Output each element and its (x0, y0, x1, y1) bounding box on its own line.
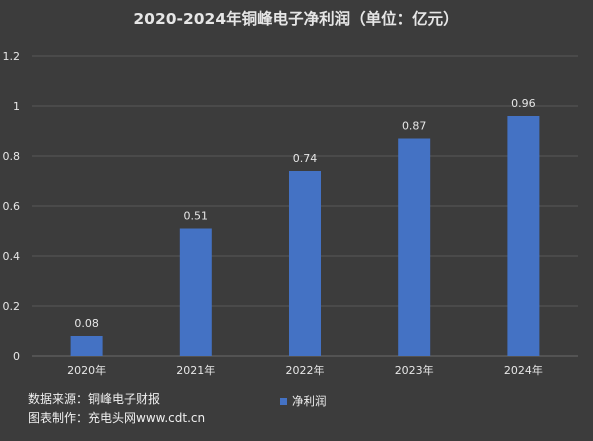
bar (289, 171, 321, 356)
y-axis-tick-labels: 0 0.2 0.4 0.6 0.8 1 1.2 (3, 50, 21, 363)
bar (70, 336, 103, 356)
data-labels: 0.08 0.51 0.74 0.87 0.96 (74, 97, 535, 330)
chart-title: 2020-2024年铜峰电子净利润（单位：亿元） (133, 9, 458, 28)
bar (398, 138, 431, 356)
legend-label: 净利润 (292, 394, 327, 408)
x-axis-tick-labels: 2020年 2021年 2022年 2023年 2024年 (67, 363, 543, 377)
x-tick-label: 2022年 (286, 363, 325, 377)
y-tick-label: 0.8 (3, 150, 21, 163)
bars (70, 116, 540, 356)
data-source-note: 数据来源：铜峰电子财报 (28, 392, 161, 406)
y-tick-label: 0 (13, 350, 20, 363)
legend: 净利润 (280, 394, 327, 408)
y-tick-label: 1.2 (3, 50, 21, 63)
bar (179, 228, 212, 356)
data-label: 0.74 (293, 152, 318, 165)
legend-swatch (280, 398, 287, 405)
x-tick-label: 2021年 (176, 363, 215, 377)
chart-credit-note: 图表制作：充电头网www.cdt.cn (28, 411, 206, 425)
data-label: 0.08 (74, 317, 99, 330)
data-label: 0.51 (184, 210, 209, 223)
bar (507, 116, 540, 356)
y-tick-label: 0.4 (3, 250, 21, 263)
x-tick-label: 2023年 (395, 363, 434, 377)
y-tick-label: 1 (13, 100, 20, 113)
x-tick-label: 2020年 (67, 363, 106, 377)
x-tick-label: 2024年 (504, 363, 543, 377)
data-label: 0.96 (511, 97, 536, 110)
y-tick-label: 0.2 (3, 300, 21, 313)
data-label: 0.87 (402, 120, 427, 133)
y-tick-label: 0.6 (3, 200, 21, 213)
